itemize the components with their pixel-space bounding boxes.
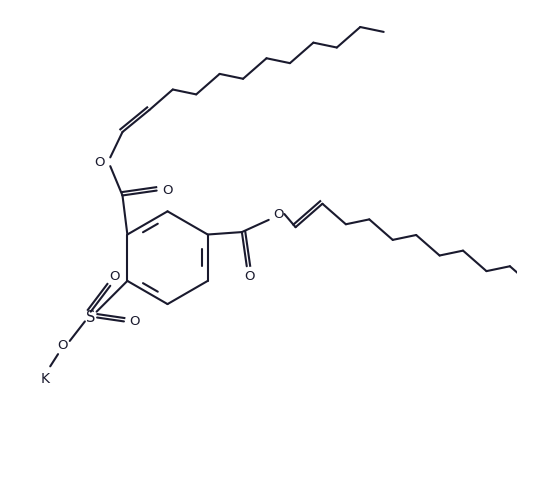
Text: O: O (109, 270, 119, 282)
Text: O: O (162, 184, 173, 197)
Text: O: O (57, 339, 68, 352)
Text: O: O (130, 315, 140, 328)
Text: K: K (41, 372, 50, 385)
Text: O: O (94, 156, 105, 169)
Text: S: S (86, 310, 95, 325)
Text: O: O (273, 209, 284, 221)
Text: O: O (244, 271, 255, 283)
